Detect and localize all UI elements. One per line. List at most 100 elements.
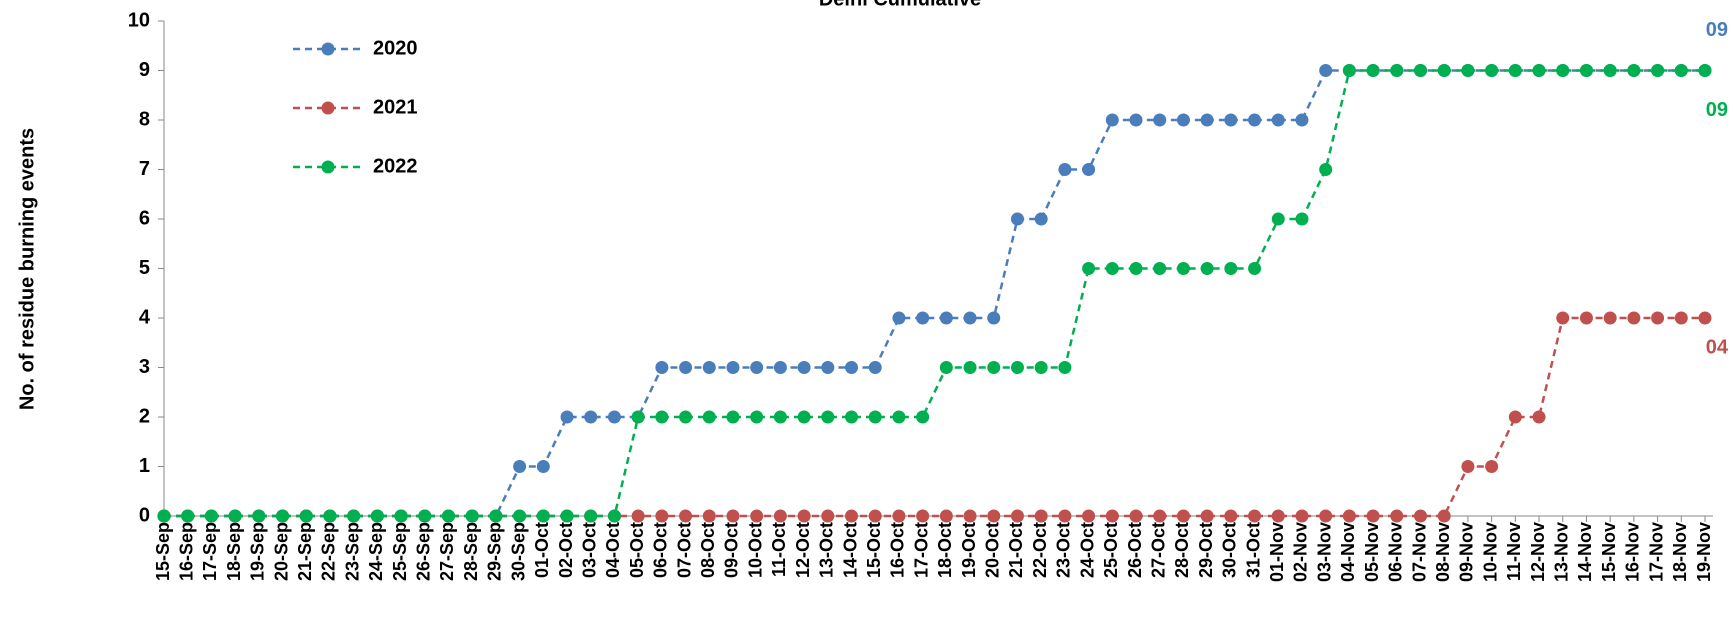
- point: [1674, 64, 1688, 77]
- point: [1698, 64, 1712, 77]
- point: [1390, 64, 1404, 77]
- point: [797, 509, 811, 523]
- y-tick-label: 5: [139, 257, 150, 279]
- point: [1414, 64, 1428, 77]
- x-tick-label: 14-Nov: [1575, 522, 1595, 582]
- x-tick-label: 05-Oct: [627, 522, 647, 578]
- point: [892, 509, 906, 523]
- point: [655, 509, 669, 523]
- x-tick-label: 03-Oct: [579, 522, 599, 578]
- x-tick-label: 25-Sep: [390, 522, 410, 581]
- y-tick-label: 1: [139, 455, 150, 477]
- x-tick-label: 17-Oct: [911, 522, 931, 578]
- point: [1248, 262, 1262, 275]
- x-tick-label: 30-Sep: [508, 522, 528, 581]
- point: [584, 509, 598, 523]
- y-tick-label: 9: [139, 59, 150, 81]
- point: [987, 361, 1001, 374]
- point: [1248, 509, 1262, 523]
- point: [276, 509, 290, 523]
- point: [489, 509, 503, 523]
- point: [228, 509, 242, 523]
- x-tick-label: 27-Sep: [437, 522, 457, 581]
- point: [987, 509, 1001, 523]
- point: [1532, 410, 1546, 424]
- point: [1461, 64, 1475, 77]
- point: [1153, 509, 1167, 523]
- x-tick-label: 06-Nov: [1386, 522, 1406, 582]
- point: [655, 410, 669, 424]
- x-tick-label: 09-Oct: [722, 522, 742, 578]
- x-tick-label: 15-Oct: [864, 522, 884, 578]
- point: [1414, 509, 1428, 523]
- point: [1627, 64, 1641, 77]
- point: [1129, 113, 1143, 127]
- point: [1058, 509, 1072, 523]
- point: [726, 509, 740, 523]
- point: [1153, 262, 1167, 275]
- legend-marker: [321, 160, 335, 174]
- point: [702, 410, 716, 424]
- point: [1105, 509, 1119, 523]
- point: [1366, 509, 1380, 523]
- series-line: [164, 316, 1705, 518]
- x-tick-label: 15-Nov: [1599, 522, 1619, 582]
- legend-label: 2022: [373, 155, 418, 177]
- point: [1224, 113, 1238, 127]
- point: [181, 509, 195, 523]
- x-tick-label: 09-Nov: [1457, 522, 1477, 582]
- point: [1200, 262, 1214, 275]
- x-tick-label: 10-Nov: [1480, 522, 1500, 582]
- point: [1058, 361, 1072, 374]
- x-tick-label: 19-Sep: [248, 522, 268, 581]
- point: [418, 509, 432, 523]
- point: [631, 509, 645, 523]
- x-tick-label: 07-Nov: [1409, 522, 1429, 582]
- point: [441, 509, 455, 523]
- point: [1342, 64, 1356, 77]
- point: [1271, 113, 1285, 127]
- point: [1082, 163, 1096, 176]
- point: [987, 311, 1001, 325]
- point: [845, 410, 859, 424]
- x-tick-label: 20-Oct: [983, 522, 1003, 578]
- point: [702, 361, 716, 374]
- point: [1342, 509, 1356, 523]
- y-tick-label: 10: [128, 9, 150, 31]
- point: [916, 311, 930, 325]
- x-tick-label: 25-Oct: [1101, 522, 1121, 578]
- point: [963, 509, 977, 523]
- y-tick-label: 7: [139, 158, 150, 180]
- point: [679, 361, 693, 374]
- point: [536, 460, 550, 473]
- point: [797, 361, 811, 374]
- point: [347, 509, 361, 523]
- point: [299, 509, 313, 523]
- end-label: 09: [1706, 99, 1728, 121]
- point: [560, 410, 574, 424]
- point: [513, 509, 527, 523]
- x-tick-label: 22-Oct: [1030, 522, 1050, 578]
- point: [963, 311, 977, 325]
- point: [1651, 64, 1665, 77]
- point: [1105, 113, 1119, 127]
- point: [607, 509, 621, 523]
- x-tick-label: 08-Nov: [1433, 522, 1453, 582]
- x-tick-label: 22-Sep: [319, 522, 339, 581]
- point: [773, 410, 787, 424]
- legend-label: 2020: [373, 37, 418, 59]
- x-tick-label: 21-Sep: [295, 522, 315, 581]
- point: [536, 509, 550, 523]
- point: [1366, 64, 1380, 77]
- point: [394, 509, 408, 523]
- x-tick-label: 19-Nov: [1694, 522, 1714, 582]
- x-tick-label: 31-Oct: [1243, 522, 1263, 578]
- point: [679, 509, 693, 523]
- x-tick-label: 11-Nov: [1504, 522, 1524, 581]
- x-tick-label: 04-Nov: [1338, 522, 1358, 582]
- point: [323, 509, 337, 523]
- x-tick-label: 01-Nov: [1267, 522, 1287, 582]
- x-tick-label: 18-Sep: [224, 522, 244, 581]
- point: [1176, 262, 1190, 275]
- x-tick-label: 07-Oct: [674, 522, 694, 578]
